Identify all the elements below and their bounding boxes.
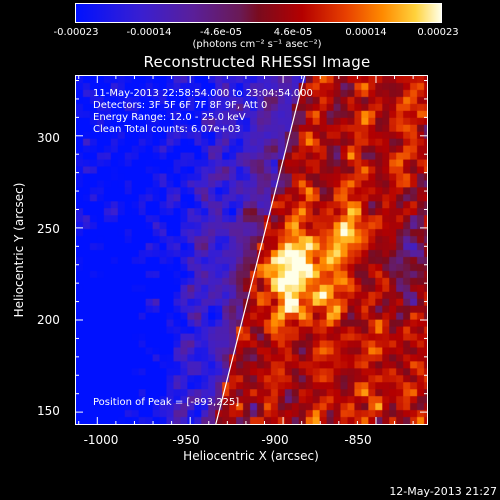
colorbar-tick-label: -4.6e-05	[200, 27, 242, 38]
rhessi-image	[75, 75, 428, 425]
x-tick-label: -900	[261, 433, 289, 447]
plot-title: Reconstructed RHESSI Image	[143, 53, 371, 71]
info-energy: Energy Range: 12.0 - 25.0 keV	[93, 112, 246, 123]
info-detectors: Detectors: 3F 5F 6F 7F 8F 9F, Att 0	[93, 100, 268, 111]
x-axis-label: Heliocentric X (arcsec)	[183, 449, 319, 463]
y-tick-label: 250	[37, 222, 60, 236]
y-tick-label: 200	[37, 313, 60, 327]
colorbar-tick-label: 0.00023	[417, 27, 459, 38]
colorbar-tick-label: -0.00023	[53, 27, 99, 38]
info-time: 11-May-2013 22:58:54.000 to 23:04:54.000	[93, 88, 313, 99]
colorbar-tick-label: 4.6e-05	[273, 27, 313, 38]
limb-overlay	[215, 76, 306, 424]
colorbar	[75, 3, 442, 23]
solar-limb-line	[215, 76, 306, 424]
x-tick-label: -850	[344, 433, 372, 447]
peak-position: Position of Peak = [-893,225]	[93, 397, 240, 408]
y-tick-label: 300	[37, 131, 60, 145]
colorbar-tick-label: 0.00014	[345, 27, 387, 38]
heatmap	[76, 76, 427, 424]
y-tick-label: 150	[37, 404, 60, 418]
timestamp: 12-May-2013 21:27	[389, 485, 497, 498]
colorbar-tick-label: -0.00014	[126, 27, 172, 38]
colorbar-units: (photons cm⁻² s⁻¹ asec⁻²)	[192, 39, 322, 50]
y-axis-label: Heliocentric Y (arcsec)	[12, 182, 26, 318]
x-tick-label: -1000	[83, 433, 119, 447]
info-clean: Clean Total counts: 6.07e+03	[93, 124, 241, 135]
x-tick-label: -950	[172, 433, 200, 447]
